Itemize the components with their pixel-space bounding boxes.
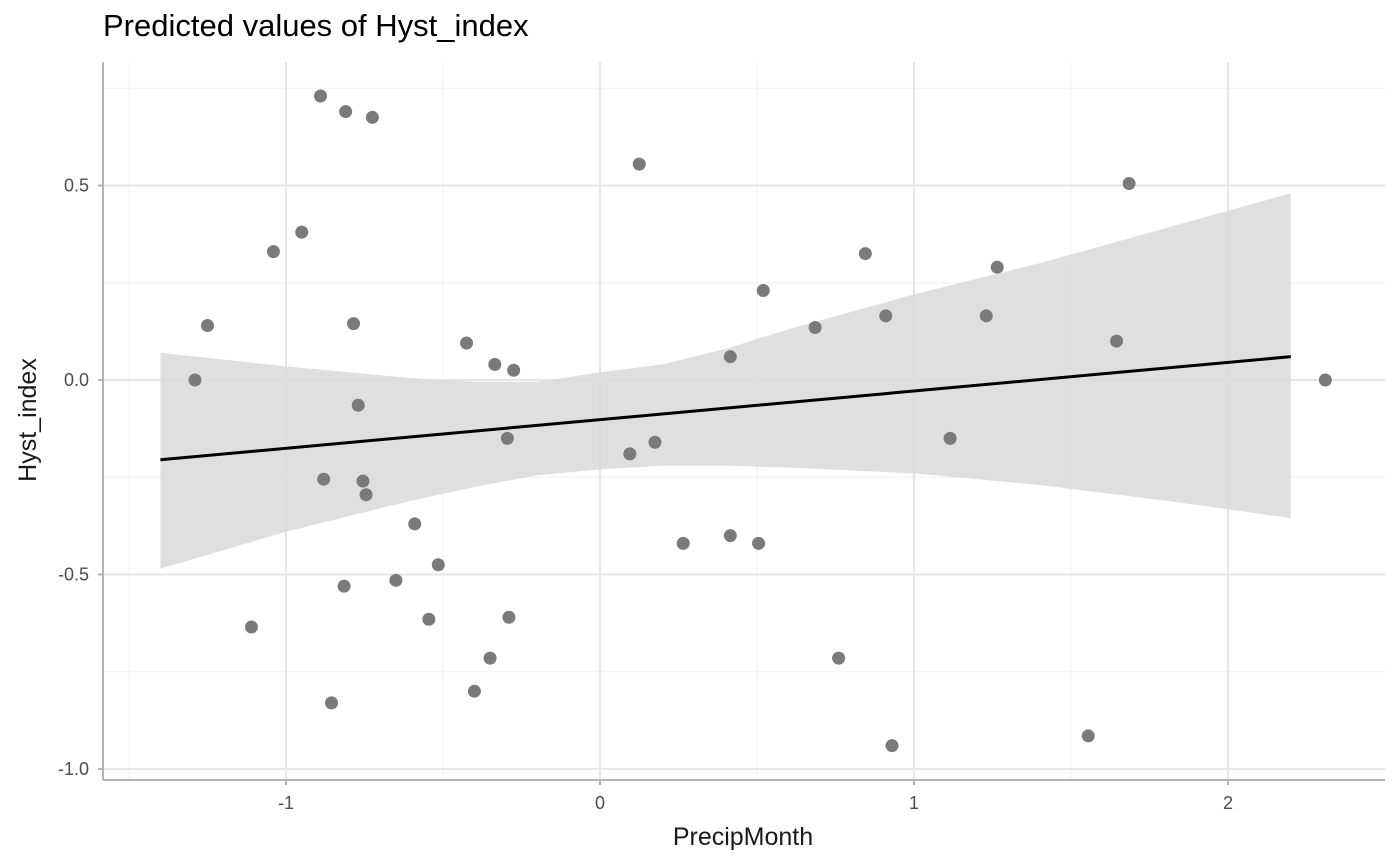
data-point bbox=[365, 110, 379, 124]
data-point bbox=[808, 320, 822, 334]
y-axis-title: Hyst_index bbox=[14, 358, 42, 482]
y-tick-label: 0.0 bbox=[64, 370, 89, 390]
data-point bbox=[337, 579, 351, 593]
data-point bbox=[1122, 177, 1136, 191]
data-point bbox=[943, 431, 957, 445]
chart-title: Predicted values of Hyst_index bbox=[103, 8, 529, 43]
data-point bbox=[1081, 729, 1095, 743]
data-point bbox=[979, 309, 993, 323]
data-point bbox=[389, 573, 403, 587]
data-point bbox=[500, 431, 514, 445]
data-point bbox=[879, 309, 893, 323]
data-point bbox=[648, 435, 662, 449]
axes bbox=[98, 62, 1385, 785]
data-point bbox=[632, 157, 646, 171]
x-tick-label: 0 bbox=[595, 793, 605, 813]
data-point bbox=[422, 612, 436, 626]
data-point bbox=[676, 536, 690, 550]
fit-line bbox=[160, 355, 1291, 462]
data-point bbox=[483, 651, 497, 665]
x-tick-label: -1 bbox=[278, 793, 294, 813]
data-point bbox=[317, 472, 331, 486]
y-tick-label: 0.5 bbox=[64, 176, 89, 196]
data-point bbox=[885, 739, 899, 753]
data-point bbox=[356, 474, 370, 488]
data-point bbox=[408, 517, 422, 531]
confidence-ribbon bbox=[160, 193, 1291, 569]
fit-line-layer bbox=[160, 355, 1291, 462]
data-point bbox=[244, 620, 258, 634]
data-point bbox=[507, 363, 521, 377]
data-point bbox=[314, 89, 328, 103]
y-tick-label: -1.0 bbox=[58, 759, 89, 779]
data-point bbox=[502, 610, 516, 624]
data-point bbox=[756, 284, 770, 298]
data-point bbox=[347, 317, 361, 331]
data-point bbox=[723, 529, 737, 543]
data-point bbox=[188, 373, 202, 387]
data-points bbox=[188, 89, 1332, 753]
data-point bbox=[295, 225, 309, 239]
x-tick-label: 2 bbox=[1223, 793, 1233, 813]
confidence-band bbox=[160, 193, 1291, 569]
data-point bbox=[1110, 334, 1124, 348]
y-tick-label: -0.5 bbox=[58, 565, 89, 585]
data-point bbox=[351, 398, 365, 412]
data-point bbox=[752, 536, 766, 550]
data-point bbox=[488, 357, 502, 371]
data-point bbox=[266, 245, 280, 259]
data-point bbox=[460, 336, 474, 350]
data-point bbox=[990, 260, 1004, 274]
data-point bbox=[723, 350, 737, 364]
tick-labels: -1 0 1 2 -1.0 -0.5 0.0 0.5 bbox=[58, 176, 1233, 814]
data-point bbox=[1318, 373, 1332, 387]
data-point bbox=[325, 696, 339, 710]
data-point bbox=[858, 247, 872, 261]
x-tick-label: 1 bbox=[909, 793, 919, 813]
data-point bbox=[201, 319, 214, 333]
data-point bbox=[431, 558, 445, 572]
data-point bbox=[339, 105, 353, 119]
data-point bbox=[623, 447, 637, 461]
data-point bbox=[467, 684, 481, 698]
data-point bbox=[832, 651, 846, 665]
x-axis-title: PrecipMonth bbox=[673, 823, 813, 851]
data-point bbox=[359, 488, 373, 502]
